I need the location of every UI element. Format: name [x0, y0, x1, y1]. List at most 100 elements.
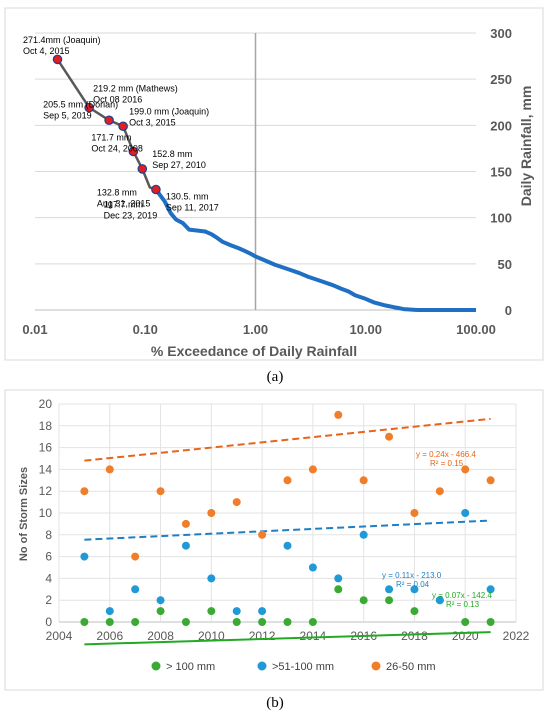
- y-tick-label: 2: [45, 593, 52, 607]
- panel-a-annotations: 271.4mm (Joaquin)Oct 4, 2015 219.2 mm (Ma…: [23, 35, 219, 220]
- data-point: [410, 585, 419, 594]
- panel-a-x-axis-title: % Exceedance of Daily Rainfall: [151, 343, 357, 359]
- data-point: [308, 465, 317, 474]
- data-point: [105, 607, 114, 616]
- x-tick-label: 0.01: [22, 322, 47, 337]
- trend-equation: y = 0.24x - 466.4: [416, 450, 476, 459]
- data-point: [334, 574, 343, 583]
- peak-marker: [137, 164, 148, 174]
- trend-equation: y = 0.11x - 213.0: [382, 571, 442, 580]
- data-point: [80, 487, 89, 496]
- panel-a-y-axis-title: Daily Rainfall, mm: [518, 86, 534, 207]
- peak-marker: [104, 115, 114, 126]
- data-point: [80, 552, 89, 561]
- peak-label-value: 205.5 mm (Dorian): [43, 99, 118, 109]
- peak-marker: [128, 146, 139, 157]
- data-point: [461, 465, 470, 474]
- event-label-value: 117.7 mm: [104, 199, 143, 209]
- data-point: [385, 585, 394, 594]
- trend-equation: y = 0.07x - 142.4: [432, 591, 492, 600]
- panel-b-points: [80, 410, 495, 626]
- data-point: [334, 585, 343, 594]
- peak-marker: [151, 184, 161, 195]
- panel-a-series: [52, 54, 476, 312]
- peak-marker: [52, 54, 63, 65]
- y-tick-label: 4: [45, 571, 52, 585]
- panel-b-legend: > 100 mm >51-100 mm 26-50 mm: [151, 661, 436, 673]
- x-tick-label: 2014: [300, 629, 327, 643]
- data-point: [359, 596, 368, 605]
- data-point: [486, 618, 495, 626]
- x-tick-label: 10.00: [349, 322, 382, 337]
- data-point: [258, 530, 267, 539]
- data-point: [181, 541, 190, 550]
- caption-b: (b): [266, 695, 284, 711]
- data-point: [232, 618, 241, 626]
- data-point: [156, 596, 165, 605]
- panel-b-frame: [4, 389, 544, 691]
- y-tick-label: 12: [39, 484, 53, 498]
- data-point: [156, 487, 165, 496]
- y-tick-label: 50: [498, 257, 512, 272]
- data-point: [308, 563, 317, 572]
- data-point: [308, 618, 317, 626]
- data-point: [156, 607, 165, 616]
- trend-r-squared: R² = 0.13: [446, 600, 480, 609]
- peak-label-date: Sep 5, 2019: [43, 110, 92, 120]
- event-label-value: 132.8 mm: [97, 187, 137, 197]
- data-point: [181, 618, 190, 626]
- data-point: [359, 476, 368, 485]
- y-tick-label: 18: [39, 419, 53, 433]
- panel-a-y-ticks: 0 50 100 150 200 250 300: [490, 26, 512, 318]
- panel-b-trendlines: [84, 417, 491, 646]
- data-point: [232, 607, 241, 616]
- exceedance-curve: [154, 188, 476, 312]
- data-point: [258, 618, 267, 626]
- peak-marker: [84, 102, 94, 113]
- y-tick-label: 0: [505, 303, 512, 318]
- legend-marker: [257, 661, 267, 671]
- panel-b-equations: y = 0.07x - 142.4R² = 0.13 y = 0.11x - 21…: [382, 450, 492, 609]
- data-point: [131, 585, 140, 594]
- y-tick-label: 14: [39, 462, 53, 476]
- peak-label-value: 219.2 mm (Mathews): [93, 84, 178, 94]
- legend-label: >51-100 mm: [272, 661, 334, 673]
- y-tick-label: 150: [490, 165, 512, 180]
- event-label-date: Aug 31, 2015: [97, 198, 151, 208]
- data-point: [435, 596, 444, 605]
- x-tick-label: 2006: [96, 629, 123, 643]
- panel-a-x-ticks: 0.01 0.10 1.00 10.00 100.00: [22, 322, 496, 337]
- peak-label-date: Oct 3, 2015: [129, 117, 176, 127]
- y-tick-label: 20: [39, 397, 53, 411]
- panel-a-frame: [4, 7, 544, 361]
- event-label-date: Dec 23, 2019: [104, 210, 158, 220]
- y-tick-label: 250: [490, 72, 512, 87]
- y-tick-label: 0: [45, 615, 52, 629]
- data-point: [283, 618, 292, 626]
- peak-label-value: 171.7 mm: [91, 132, 131, 142]
- y-tick-label: 300: [490, 26, 512, 41]
- peak-label-value: 152.8 mm: [152, 149, 192, 159]
- data-point: [232, 498, 241, 507]
- x-tick-label: 2020: [452, 629, 479, 643]
- y-tick-label: 100: [490, 211, 512, 226]
- x-tick-label: 2022: [503, 629, 530, 643]
- trendline: [84, 631, 491, 646]
- data-point: [131, 552, 140, 561]
- trendline: [84, 417, 491, 462]
- data-point: [359, 530, 368, 539]
- trend-r-squared: R² = 0.04: [396, 580, 430, 589]
- panel-b-y-ticks: 0 2 4 6 8 10 12 14 16 18 20: [39, 397, 53, 629]
- data-point: [283, 476, 292, 485]
- data-point: [181, 519, 190, 528]
- x-tick-label: 2008: [147, 629, 174, 643]
- y-tick-label: 16: [39, 441, 53, 455]
- data-point: [461, 509, 470, 517]
- x-tick-label: 2018: [401, 629, 428, 643]
- legend-marker: [371, 661, 381, 671]
- peak-label-date: Oct 08 2016: [93, 95, 142, 105]
- data-point: [207, 574, 216, 583]
- peak-marker: [118, 121, 128, 132]
- y-tick-label: 200: [490, 118, 512, 133]
- legend-label: > 100 mm: [166, 661, 215, 673]
